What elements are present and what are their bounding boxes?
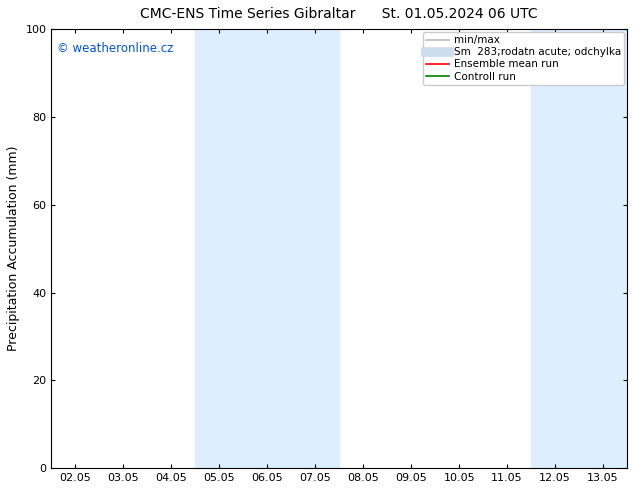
Bar <box>531 29 634 468</box>
Text: © weatheronline.cz: © weatheronline.cz <box>57 42 174 55</box>
Legend: min/max, Sm  283;rodatn acute; odchylka, Ensemble mean run, Controll run: min/max, Sm 283;rodatn acute; odchylka, … <box>424 32 624 85</box>
Title: CMC-ENS Time Series Gibraltar      St. 01.05.2024 06 UTC: CMC-ENS Time Series Gibraltar St. 01.05.… <box>140 7 538 21</box>
Bar <box>195 29 339 468</box>
Y-axis label: Precipitation Accumulation (mm): Precipitation Accumulation (mm) <box>7 146 20 351</box>
